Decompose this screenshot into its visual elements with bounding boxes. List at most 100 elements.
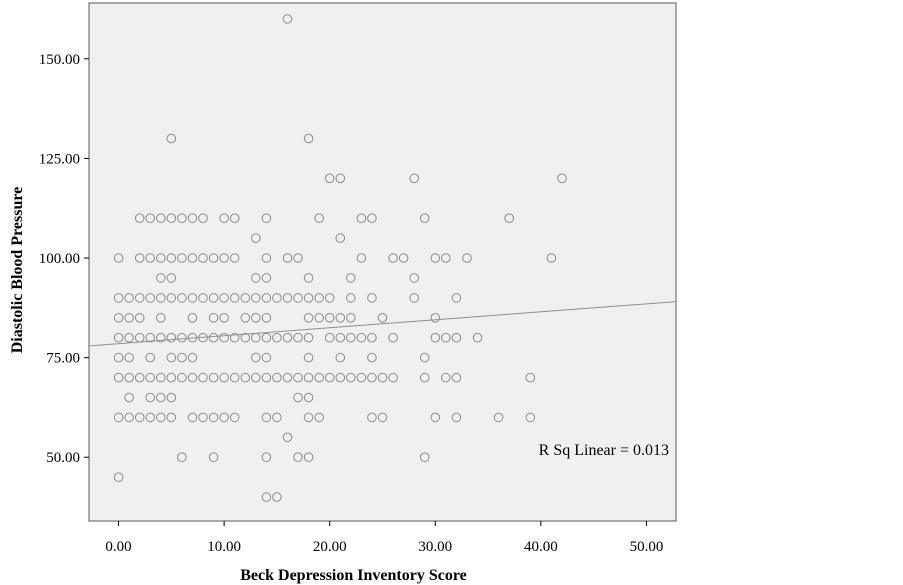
y-tick-label: 150.00 (39, 52, 80, 68)
data-point (314, 372, 325, 383)
data-point (208, 412, 219, 423)
data-point (124, 392, 134, 403)
data-point (367, 352, 377, 363)
data-point (409, 273, 420, 283)
data-point (198, 253, 208, 263)
data-point (261, 332, 272, 343)
data-point (451, 293, 462, 303)
data-point (124, 313, 134, 323)
data-point (156, 372, 166, 383)
data-point (145, 392, 155, 403)
data-point (282, 372, 293, 383)
data-point (156, 293, 166, 303)
data-point (124, 412, 134, 423)
data-point (303, 372, 314, 383)
data-point (187, 352, 198, 363)
data-point (335, 332, 346, 343)
data-point (177, 372, 187, 383)
data-point (251, 273, 261, 283)
data-point (303, 452, 314, 463)
linear-fit-line (88, 301, 677, 347)
data-point (187, 332, 198, 343)
r-squared-annotation: R Sq Linear = 0.013 (539, 442, 669, 459)
data-point (198, 332, 208, 343)
data-point (261, 412, 272, 423)
data-point (346, 332, 356, 343)
data-point (198, 213, 208, 223)
data-point (261, 352, 272, 363)
data-point (356, 372, 367, 383)
data-point (525, 412, 536, 423)
data-point (441, 253, 451, 263)
data-point (282, 432, 293, 443)
data-point (145, 253, 155, 263)
data-point (208, 253, 219, 263)
data-point (240, 293, 251, 303)
data-point (314, 313, 325, 323)
data-point (293, 293, 303, 303)
data-point (156, 253, 166, 263)
data-point (219, 253, 229, 263)
data-point (134, 253, 145, 263)
data-point (388, 372, 398, 383)
data-point (367, 372, 377, 383)
data-point (324, 332, 335, 343)
data-point (272, 332, 282, 343)
data-point (124, 332, 134, 343)
data-point (187, 293, 198, 303)
data-point (124, 372, 134, 383)
data-point (198, 412, 208, 423)
data-point (145, 213, 155, 223)
data-point (187, 313, 198, 323)
data-point (113, 372, 124, 383)
data-point (261, 293, 272, 303)
x-axis-title: Beck Depression Inventory Score (240, 567, 467, 584)
data-point (113, 472, 124, 483)
data-point (504, 213, 515, 223)
data-point (398, 253, 409, 263)
data-point (367, 293, 377, 303)
data-point (134, 372, 145, 383)
data-point (493, 412, 504, 423)
x-tick-label: 10.00 (207, 539, 241, 555)
data-point (208, 372, 219, 383)
data-point (314, 293, 325, 303)
data-point (346, 372, 356, 383)
data-point (156, 273, 166, 283)
data-point (187, 253, 198, 263)
data-point (219, 213, 229, 223)
data-point (324, 372, 335, 383)
data-point (229, 213, 240, 223)
data-point (113, 253, 124, 263)
x-tick-label: 0.00 (105, 539, 131, 555)
data-point (251, 233, 261, 243)
data-point (303, 133, 314, 144)
data-point (198, 372, 208, 383)
data-point (261, 213, 272, 223)
data-point (314, 412, 325, 423)
data-point (240, 372, 251, 383)
data-point (219, 372, 229, 383)
data-point (166, 253, 177, 263)
data-point (124, 293, 134, 303)
data-point (272, 293, 282, 303)
data-point (462, 253, 472, 263)
data-point (419, 372, 430, 383)
data-point (208, 293, 219, 303)
data-point (272, 372, 282, 383)
data-point (134, 293, 145, 303)
data-point (177, 452, 187, 463)
data-point (229, 293, 240, 303)
data-point (430, 412, 441, 423)
data-point (166, 273, 177, 283)
data-point (208, 332, 219, 343)
y-axis-title: Diastolic Blood Pressure (9, 187, 26, 354)
data-point (356, 332, 367, 343)
data-point (208, 313, 219, 323)
data-point (229, 332, 240, 343)
data-point (335, 372, 346, 383)
data-point (251, 372, 261, 383)
data-point (303, 273, 314, 283)
data-point (134, 213, 145, 223)
